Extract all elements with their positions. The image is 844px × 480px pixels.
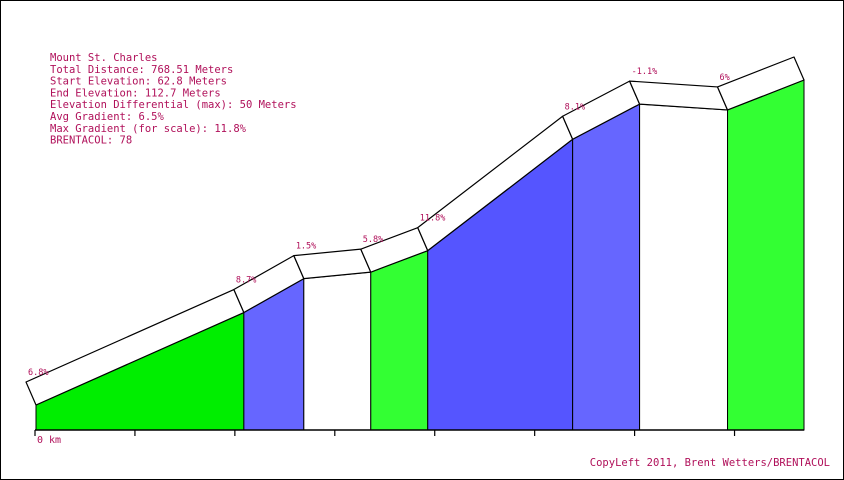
segment-area — [572, 103, 641, 431]
gradient-labels: 6.8% 8.7% 1.5% 5.8% 11.8% 8.1% -1.1% 6% — [28, 67, 730, 378]
copyright-credit: CopyLeft 2011, Brent Wetters/BRENTACOL — [590, 457, 830, 469]
segment-areas — [35, 79, 805, 431]
gradient-label: 6% — [720, 73, 730, 83]
road-bands — [25, 56, 805, 406]
x-tick-label: 0 km — [37, 435, 61, 446]
info-line: Total Distance: 768.51 Meters — [50, 64, 233, 76]
segment-area — [370, 249, 429, 431]
x-axis: 0 km — [34, 429, 804, 446]
climb-name: Mount St. Charles — [50, 52, 157, 64]
gradient-label: 1.5% — [296, 242, 316, 252]
gradient-label: 8.1% — [565, 102, 585, 112]
info-line: BRENTACOL: 78 — [50, 135, 132, 147]
gradient-label: 8.7% — [236, 276, 256, 286]
gradient-label: -1.1% — [632, 67, 658, 77]
gradient-label: 5.8% — [363, 235, 383, 245]
info-line: Elevation Differential (max): 50 Meters — [50, 99, 297, 111]
info-line: Start Elevation: 62.8 Meters — [50, 76, 227, 88]
gradient-label: 11.8% — [420, 214, 446, 224]
gradient-label: 6.8% — [28, 368, 48, 378]
road-band — [716, 56, 805, 111]
info-line: End Elevation: 112.7 Meters — [50, 87, 221, 99]
segment-area — [303, 271, 372, 431]
info-line: Avg Gradient: 6.5% — [50, 111, 164, 123]
segment-area — [727, 79, 805, 431]
segment-area — [639, 103, 729, 431]
info-line: Max Gradient (for scale): 11.8% — [50, 123, 247, 135]
